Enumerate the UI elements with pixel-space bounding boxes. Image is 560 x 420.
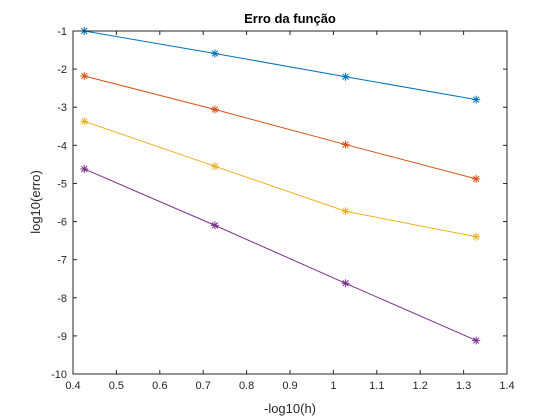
y-tick-label: -6 [57,217,67,229]
data-point [80,164,89,173]
y-tick-label: -2 [57,64,67,76]
x-tick-label: 0.8 [239,380,254,392]
data-point [210,221,219,230]
y-tick-label: -5 [57,178,67,190]
x-tick-label: 1 [330,380,336,392]
data-point [80,117,89,126]
plot-area [73,31,507,374]
y-tick-label: -9 [57,331,67,343]
ticks-layer: 0.4 0.5 0.6 0.7 0.8 0.9 1 1.1 1.2 1.3 1.4 -10 -9 -8 -7… [51,26,515,392]
y-axis-label: log10(erro) [28,170,43,234]
x-tick-label: 0.4 [65,380,80,392]
data-point [472,95,481,104]
series-line [84,120,477,238]
y-tick-label: -3 [57,102,67,114]
series-line [84,168,477,341]
series-2 [80,71,481,183]
data-point [341,140,350,149]
series-4 [80,164,481,345]
x-tick-label: 0.6 [152,380,167,392]
x-tick-label: 1.4 [499,380,514,392]
x-tick-label: 1.3 [456,380,471,392]
series-3 [80,117,481,241]
x-tick-label: 0.5 [109,380,124,392]
data-point [80,71,89,80]
data-point [472,232,481,241]
data-point [472,174,481,183]
x-tick-label: 1.2 [413,380,428,392]
chart-title: Erro da função [244,11,336,26]
y-tick-label: -7 [57,255,67,267]
x-tick-label: 0.9 [282,380,297,392]
series-line [84,75,477,180]
series-line [84,30,477,101]
x-tick-label: 1.1 [369,380,384,392]
y-tick-label: -8 [57,293,67,305]
data-point [210,105,219,114]
data-point [341,207,350,216]
data-point [341,279,350,288]
series-layer [80,27,481,345]
y-tick-label: -1 [57,26,67,38]
plot-frame [72,30,508,375]
data-point [341,72,350,81]
x-axis-label: -log10(h) [264,401,316,416]
x-tick-label: 0.7 [196,380,211,392]
data-point [210,162,219,171]
y-tick-label: -10 [51,369,67,381]
y-tick-label: -4 [57,140,67,152]
data-point [210,49,219,58]
data-point [472,336,481,345]
